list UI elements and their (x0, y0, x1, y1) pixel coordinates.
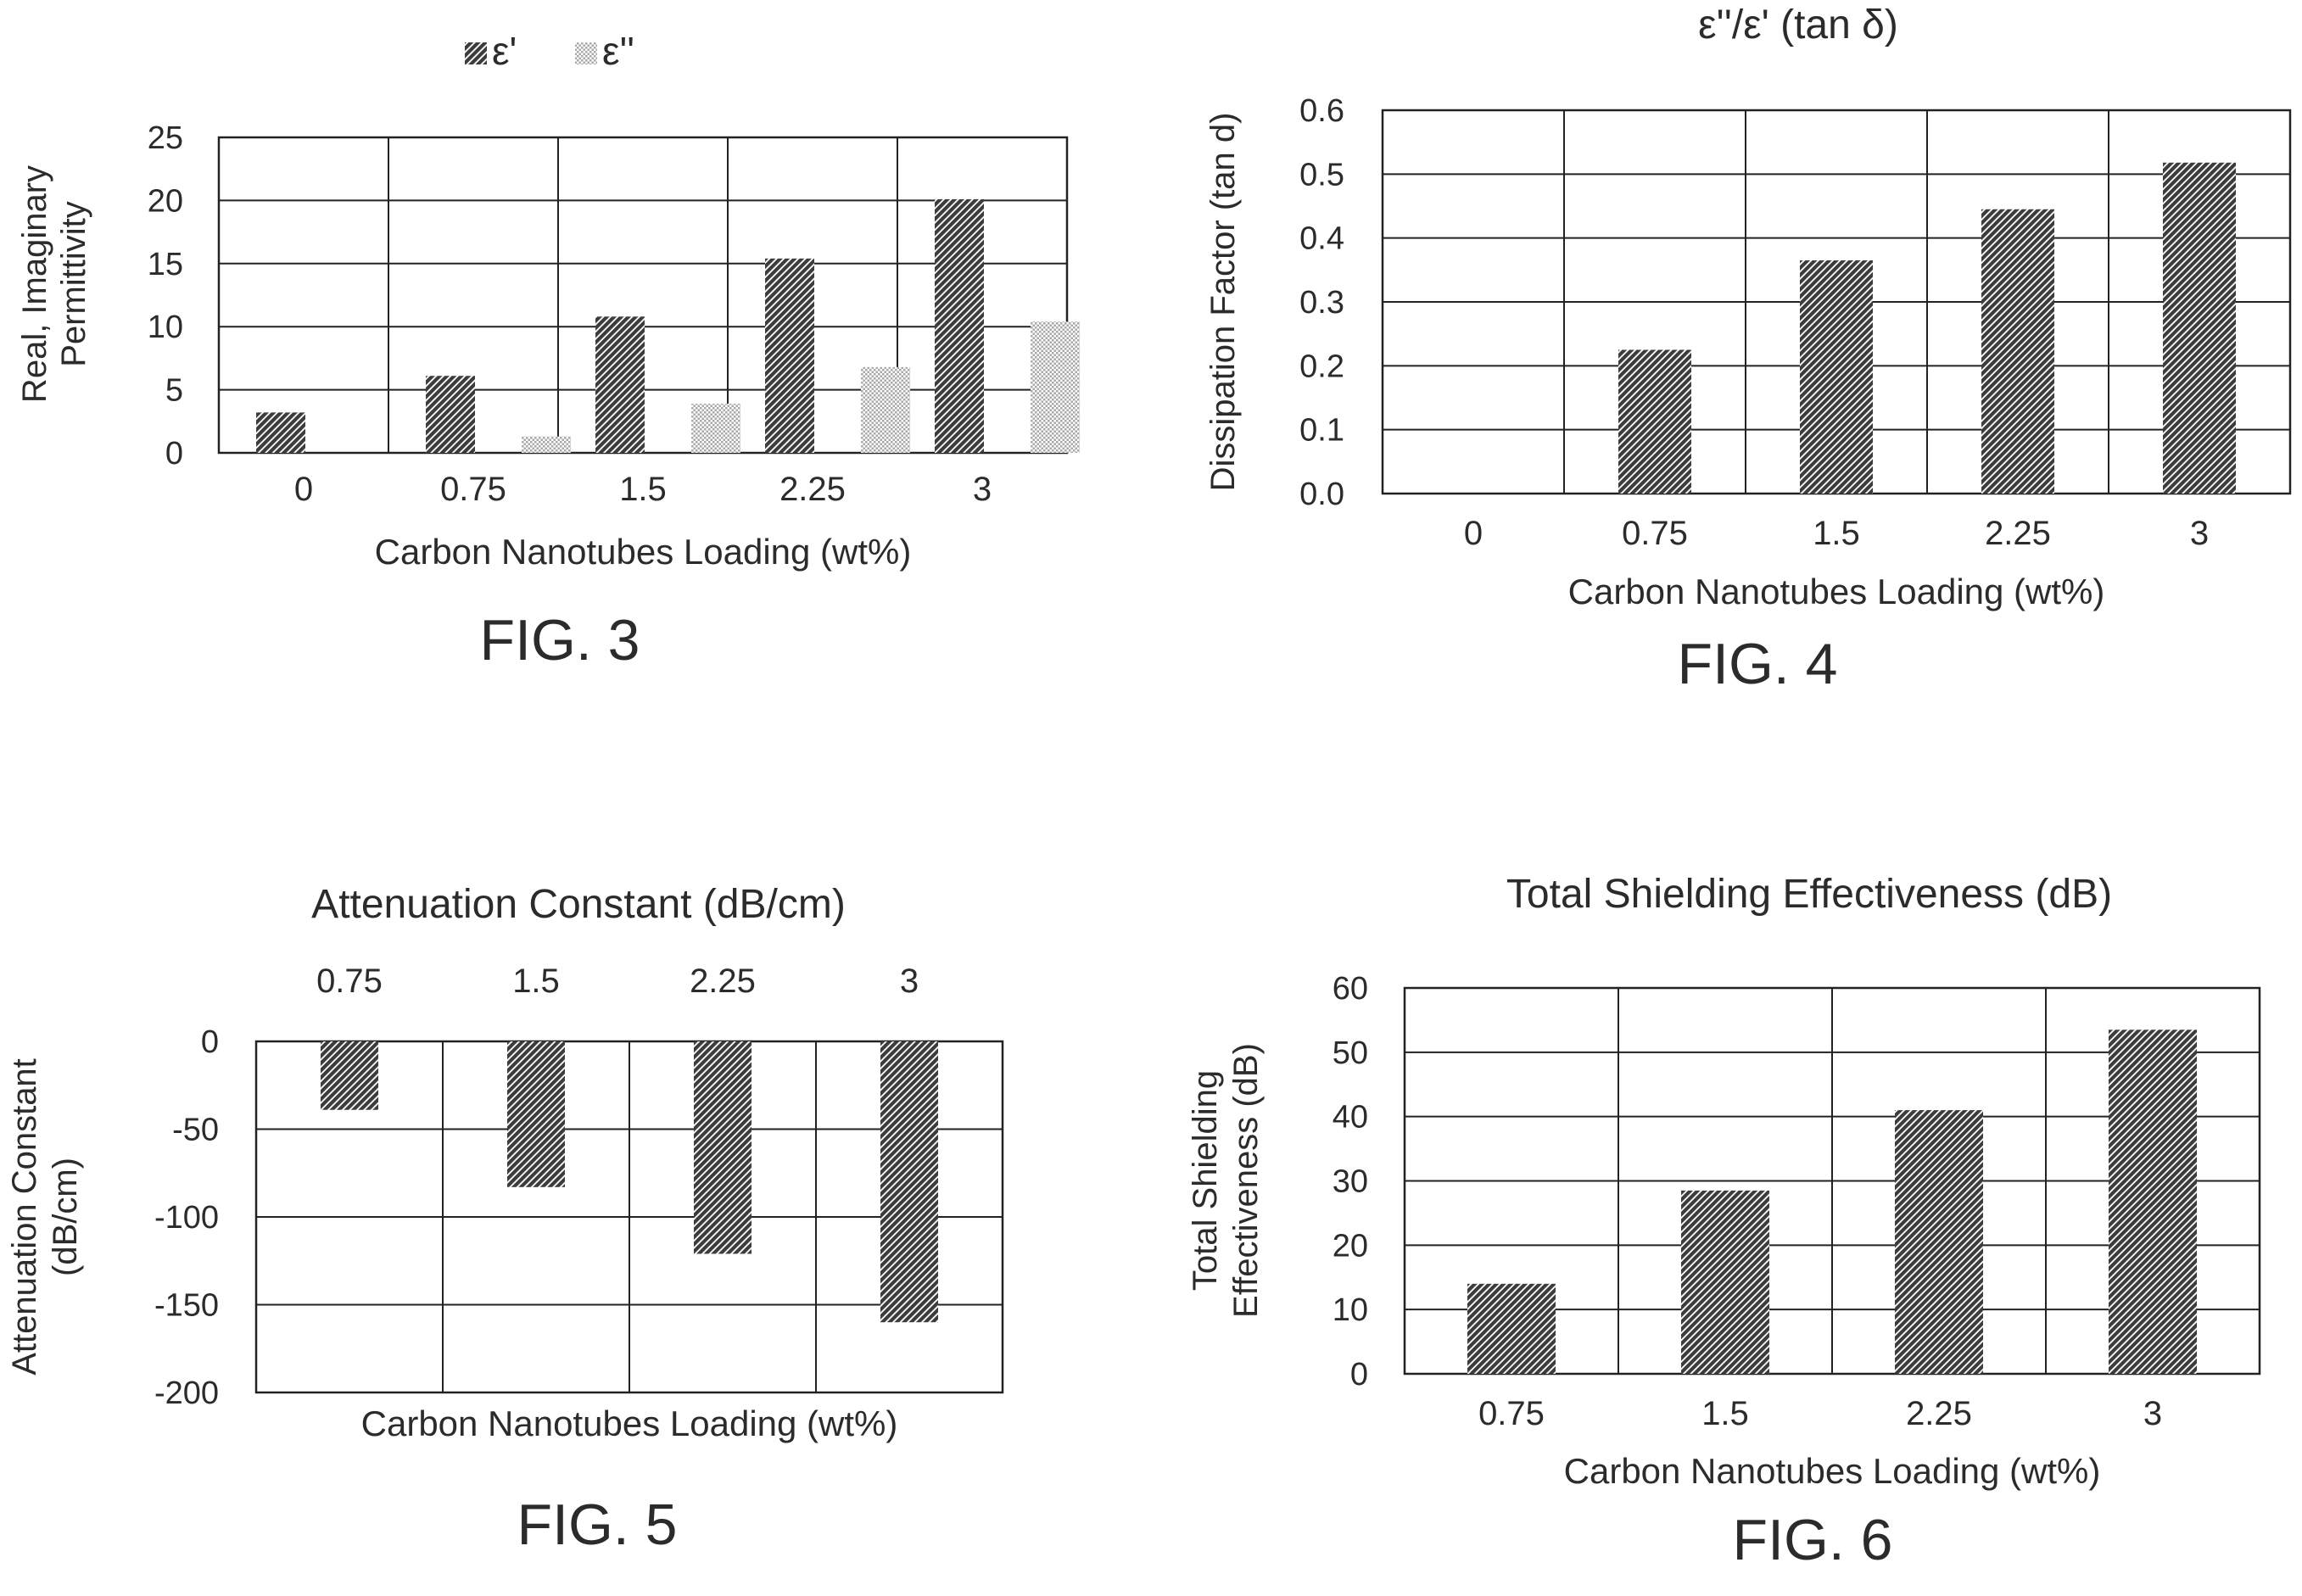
y-axis-label: Real, Imaginary (16, 165, 53, 403)
x-tick-label: 1.5 (512, 963, 560, 1000)
bar (1681, 1190, 1769, 1374)
y-axis-label: (dB/cm) (47, 1158, 84, 1276)
chart-title: Attenuation Constant (dB/cm) (311, 882, 846, 927)
x-tick-label: 0.75 (440, 471, 506, 508)
x-tick-label: 3 (2143, 1395, 2162, 1432)
y-axis-label: Permittivity (55, 201, 92, 367)
bar (1031, 321, 1081, 453)
x-tick-label: 0.75 (1478, 1395, 1545, 1432)
y-axis-label: Total Shielding (1187, 1070, 1224, 1291)
x-tick-label: 1.5 (1813, 515, 1860, 552)
chart-fig-6: 0 10 20 30 40 50 60 0.75 1.5 2.25 3 Carbon Nanotube… (1187, 872, 2261, 1572)
bar (595, 316, 645, 453)
x-axis-label: Carbon Nanotubes Loading (wt%) (361, 1403, 898, 1443)
x-axis-label: Carbon Nanotubes Loading (wt%) (1568, 572, 2105, 611)
y-axis-label: Effectiveness (dB) (1227, 1043, 1265, 1318)
x-tick-label: 2.25 (1985, 515, 2051, 552)
y-tick-label: 0.6 (1299, 93, 1344, 129)
bar (507, 1041, 565, 1187)
bar (1467, 1283, 1556, 1374)
legend-swatch (465, 42, 487, 64)
chart-fig-3: 0 5 10 15 20 25 0 0.75 1.5 2.25 3 Carbon Nanotubes … (16, 29, 1081, 672)
y-tick-label: 10 (148, 310, 183, 345)
bar (321, 1041, 378, 1110)
bar (691, 403, 741, 453)
bar (1895, 1110, 1983, 1374)
y-tick-label: 5 (165, 373, 183, 409)
y-tick-label: -50 (172, 1113, 219, 1148)
y-tick-label: 0 (165, 436, 183, 472)
y-tick-label: 20 (1333, 1228, 1368, 1264)
y-tick-label: 0.5 (1299, 157, 1344, 193)
y-tick-label: -100 (154, 1200, 219, 1236)
y-tick-label: 15 (148, 247, 183, 282)
bar (1618, 349, 1691, 494)
x-tick-label: 2.25 (779, 471, 846, 508)
x-tick-label: 0 (1464, 515, 1483, 552)
bar (2163, 162, 2236, 494)
y-tick-label: 0.1 (1299, 413, 1344, 449)
legend-label: ε' (492, 29, 517, 73)
y-axis-label: Dissipation Factor (tan d) (1204, 113, 1242, 492)
chart-title: ε''/ε' (tan δ) (1698, 3, 1898, 47)
x-tick-label: 2.25 (690, 963, 756, 1000)
figure-label: FIG. 5 (517, 1493, 678, 1557)
y-tick-label: -200 (154, 1376, 219, 1411)
y-tick-label: 0.2 (1299, 349, 1344, 384)
bar (426, 376, 475, 453)
bar (522, 436, 572, 453)
y-tick-label: -150 (154, 1288, 219, 1324)
figure-label: FIG. 3 (480, 608, 640, 672)
y-tick-label: 0.4 (1299, 221, 1344, 257)
bar (2109, 1030, 2197, 1374)
bar (765, 258, 814, 453)
y-tick-label: 40 (1333, 1100, 1368, 1136)
y-tick-label: 0.0 (1299, 477, 1344, 512)
y-tick-label: 0 (201, 1024, 219, 1060)
x-tick-label: 0.75 (316, 963, 383, 1000)
x-tick-label: 0 (294, 471, 313, 508)
y-axis-label: Attenuation Constant (6, 1058, 43, 1376)
bar (1800, 260, 1873, 494)
y-tick-label: 30 (1333, 1164, 1368, 1200)
y-tick-label: 50 (1333, 1035, 1368, 1071)
figure-label: FIG. 4 (1678, 632, 1838, 696)
x-tick-label: 3 (900, 963, 919, 1000)
bar (694, 1041, 752, 1254)
figure-label: FIG. 6 (1733, 1508, 1893, 1572)
bar (256, 412, 305, 453)
chart-fig-4: 0.0 0.1 0.2 0.3 0.4 0.5 0.6 0 0.75 1.5 2.25 3 Carbon… (1204, 3, 2292, 696)
legend-swatch (575, 42, 597, 64)
x-tick-label: 1.5 (619, 471, 667, 508)
y-tick-label: 25 (148, 120, 183, 156)
y-tick-label: 0.3 (1299, 285, 1344, 321)
x-axis-label: Carbon Nanotubes Loading (wt%) (1564, 1451, 2101, 1491)
x-tick-label: 0.75 (1622, 515, 1688, 552)
chart-fig-5: -200 -150 -100 -50 0 0.75 1.5 2.25 3 Carbon Nanot… (6, 882, 1004, 1557)
bar (1981, 209, 2054, 494)
legend-label: ε'' (602, 29, 634, 73)
y-tick-label: 0 (1350, 1357, 1368, 1392)
x-tick-label: 3 (973, 471, 992, 508)
x-tick-label: 1.5 (1701, 1395, 1749, 1432)
bar (880, 1041, 938, 1323)
chart-title: Total Shielding Effectiveness (dB) (1506, 872, 2112, 917)
bar (861, 366, 911, 453)
y-tick-label: 10 (1333, 1292, 1368, 1328)
y-tick-label: 60 (1333, 971, 1368, 1007)
bar (935, 198, 984, 454)
x-tick-label: 3 (2190, 515, 2209, 552)
x-axis-label: Carbon Nanotubes Loading (wt%) (375, 532, 912, 572)
y-tick-label: 20 (148, 183, 183, 219)
x-tick-label: 2.25 (1906, 1395, 1972, 1432)
